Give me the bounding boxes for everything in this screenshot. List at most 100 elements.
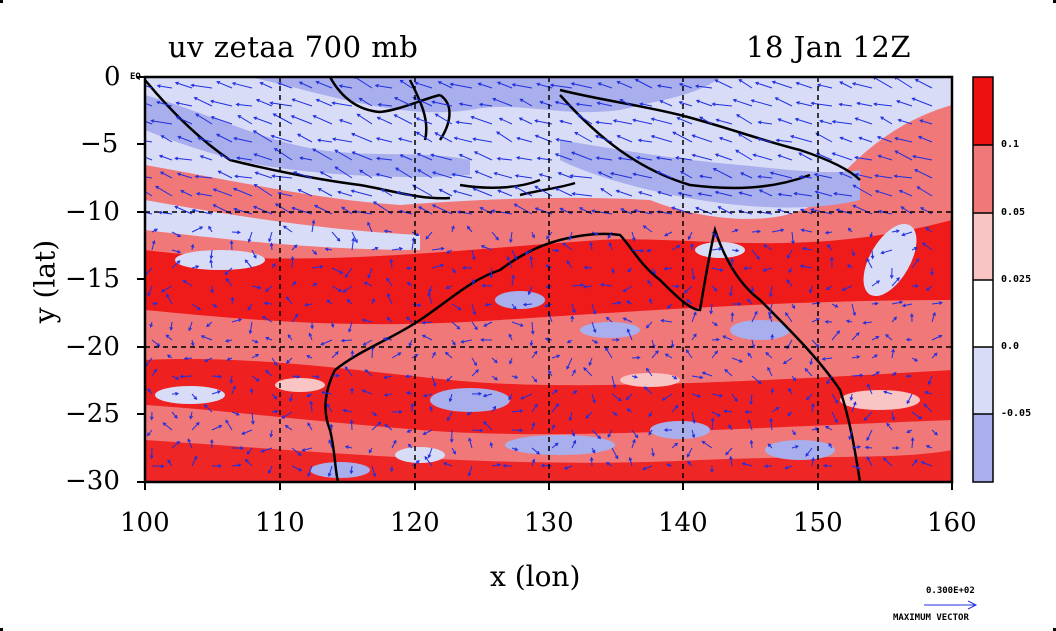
- wind-vector: [237, 115, 253, 125]
- wind-vector: [471, 429, 483, 431]
- wind-vector-head: [650, 117, 655, 122]
- wind-vector-head: [892, 371, 897, 376]
- wind-vector: [923, 403, 933, 413]
- wind-vector: [560, 120, 573, 125]
- wind-vector: [233, 188, 253, 197]
- wind-vector-head: [592, 310, 597, 315]
- wind-vector-head: [232, 187, 237, 192]
- wind-vector: [695, 85, 713, 89]
- wind-vector: [871, 336, 879, 341]
- wind-vector-head: [663, 266, 668, 271]
- wind-vector-head: [310, 325, 315, 330]
- wind-vector-head: [645, 367, 650, 372]
- wind-vector-head: [570, 82, 575, 86]
- wind-vector-head: [611, 269, 615, 274]
- wind-vector-head: [458, 102, 463, 106]
- wind-vector-head: [568, 417, 573, 422]
- wind-vector: [646, 321, 653, 329]
- wind-vector-head: [297, 452, 302, 456]
- wind-vector-head: [571, 432, 576, 437]
- wind-vector-head: [805, 452, 809, 457]
- wind-vector-head: [194, 174, 199, 179]
- wind-vector-head: [757, 174, 762, 179]
- wind-vector-head: [381, 188, 385, 193]
- wind-vector-head: [851, 252, 855, 257]
- wind-vector-head: [480, 338, 485, 342]
- wind-vector: [571, 303, 576, 313]
- wind-vector-head: [422, 393, 427, 398]
- wind-vector-head: [628, 456, 633, 461]
- wind-vector: [251, 411, 254, 424]
- wind-vector: [810, 357, 813, 365]
- wind-vector: [351, 351, 353, 359]
- wind-vector-head: [197, 137, 202, 141]
- wind-vector-head: [329, 423, 334, 428]
- wind-vector: [851, 332, 860, 341]
- wind-vector: [191, 226, 203, 233]
- wind-vector-head: [456, 210, 461, 215]
- wind-vector-head: [695, 99, 700, 104]
- wind-vector: [591, 429, 601, 439]
- wind-vector-head: [734, 398, 738, 402]
- wind-vector: [540, 101, 553, 107]
- wind-vector-head: [372, 201, 377, 205]
- wind-vector-head: [389, 258, 394, 263]
- wind-vector-head: [335, 373, 341, 378]
- wind-vector-head: [447, 417, 451, 422]
- wind-vector: [551, 249, 559, 252]
- wind-vector: [362, 319, 373, 323]
- wind-vector: [711, 418, 714, 431]
- plot-time: 18 Jan 12Z: [746, 30, 911, 64]
- wind-vector: [598, 171, 613, 179]
- wind-vector: [231, 411, 240, 416]
- wind-vector: [471, 116, 493, 125]
- wind-vector-head: [869, 233, 874, 239]
- wind-vector-head: [396, 190, 401, 195]
- wind-vector: [459, 103, 473, 107]
- wind-vector: [416, 131, 433, 143]
- wind-vector-head: [176, 260, 181, 264]
- wind-vector-head: [695, 206, 700, 211]
- wind-vector-head: [788, 269, 792, 274]
- wind-vector-head: [502, 463, 507, 468]
- wind-vector-head: [826, 243, 831, 248]
- wind-vector-head: [800, 228, 805, 233]
- wind-vector-head: [445, 285, 450, 290]
- wind-vector: [376, 173, 393, 179]
- wind-vector-head: [160, 135, 165, 139]
- wind-vector: [226, 278, 233, 287]
- wind-vector: [473, 138, 493, 143]
- wind-vector-head: [474, 170, 479, 174]
- wind-vector: [642, 465, 653, 470]
- wind-vector-head: [519, 98, 524, 103]
- wind-vector: [786, 279, 793, 287]
- wind-vector-head: [648, 413, 653, 418]
- wind-vector-head: [257, 285, 262, 290]
- wind-vector: [394, 97, 413, 107]
- wind-vector: [651, 267, 656, 274]
- wind-vector-head: [886, 422, 890, 427]
- wind-vector-head: [900, 206, 905, 210]
- wind-vector-head: [856, 101, 861, 106]
- wind-vector: [636, 156, 653, 161]
- wind-vector: [230, 375, 233, 384]
- wind-vector: [211, 375, 222, 378]
- wind-vector-head: [197, 306, 202, 311]
- wind-vector-head: [466, 411, 471, 416]
- wind-vector: [771, 229, 784, 233]
- wind-vector-head: [640, 248, 645, 253]
- wind-vector: [790, 135, 813, 143]
- wind-vector: [787, 249, 793, 259]
- wind-vector: [171, 411, 178, 419]
- wind-vector-head: [559, 207, 564, 212]
- wind-vector: [651, 350, 659, 359]
- wind-vector-head: [350, 350, 355, 355]
- wind-vector: [555, 153, 573, 161]
- wind-vector-head: [925, 445, 930, 449]
- wind-vector-head: [313, 251, 318, 255]
- wind-vector: [750, 393, 753, 405]
- wind-vector: [453, 190, 473, 197]
- wind-vector-head: [415, 131, 420, 136]
- wind-vector: [692, 154, 713, 161]
- wind-vector: [688, 231, 693, 240]
